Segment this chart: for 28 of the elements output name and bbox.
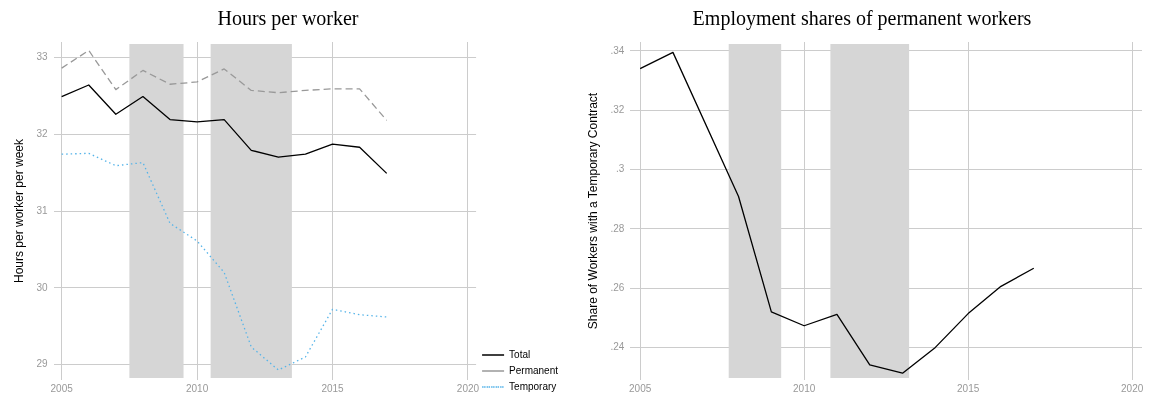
y-tick-label: 31 <box>36 204 48 216</box>
y-tick-label: .3 <box>615 163 625 175</box>
y-tick-label: .32 <box>610 103 625 115</box>
legend-label: Total <box>509 348 531 360</box>
y-axis-title: Hours per worker per week <box>11 137 26 284</box>
chart-title: Employment shares of permanent workers <box>692 7 1032 31</box>
chart-title: Hours per worker <box>217 7 359 31</box>
line-series <box>61 152 388 371</box>
legend-label: Permanent <box>509 364 559 376</box>
y-tick-label: 30 <box>36 281 48 293</box>
x-tick-label: 2005 <box>629 382 652 394</box>
legend-label: Temporary <box>509 380 557 392</box>
y-tick-label: 29 <box>36 358 48 370</box>
y-tick-label: 33 <box>36 51 48 63</box>
x-tick-label: 2020 <box>1121 382 1144 394</box>
y-tick-label: 32 <box>36 127 48 139</box>
x-tick-label: 2020 <box>456 382 480 394</box>
x-tick-label: 2010 <box>185 382 209 394</box>
x-tick-label: 2015 <box>957 382 980 394</box>
y-axis-title: Share of Workers with a Temporary Contract <box>585 92 600 330</box>
x-tick-label: 2010 <box>793 382 816 394</box>
x-tick-label: 2015 <box>321 382 345 394</box>
y-tick-label: .28 <box>610 222 625 234</box>
y-tick-label: .34 <box>610 44 625 56</box>
y-tick-label: .24 <box>610 341 625 353</box>
line-series <box>61 49 388 122</box>
y-tick-label: .26 <box>610 281 625 293</box>
x-tick-label: 2005 <box>50 382 74 394</box>
